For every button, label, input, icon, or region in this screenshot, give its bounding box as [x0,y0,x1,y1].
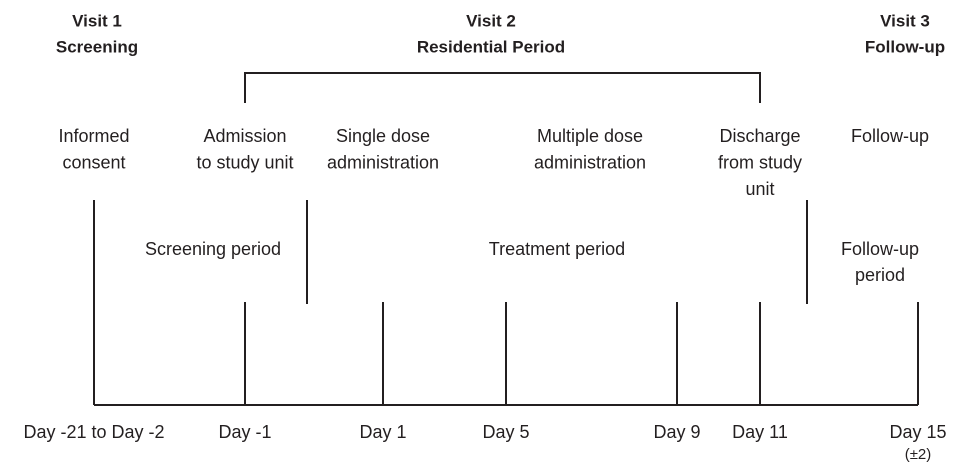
period-label: Screening period [145,239,281,259]
event-label: Single dose [336,126,430,146]
day-label: Day 5 [482,422,529,442]
event-label: Informed [58,126,129,146]
event-label: administration [534,152,646,172]
visit-title: Visit 1 [72,11,122,30]
event-label: from study [718,152,802,172]
visit-title: Visit 2 [466,11,516,30]
visit-subtitle: Residential Period [417,37,565,56]
event-label: Discharge [719,126,800,146]
event-label: unit [745,179,774,199]
period-label: Follow-up [841,239,919,259]
day-label: Day -1 [218,422,271,442]
event-label: administration [327,152,439,172]
day-label: Day 9 [653,422,700,442]
event-label: Admission [203,126,286,146]
event-label: consent [62,152,125,172]
event-label: to study unit [196,152,293,172]
period-label: Treatment period [489,239,625,259]
day-label: (±2) [905,446,932,463]
event-label: Multiple dose [537,126,643,146]
day-label: Day 15 [889,422,946,442]
visit-subtitle: Screening [56,37,138,56]
event-label: Follow-up [851,126,929,146]
residential-bracket [244,72,761,103]
day-label: Day 11 [732,422,788,442]
day-label: Day 1 [359,422,406,442]
visit-subtitle: Follow-up [865,37,945,56]
day-label: Day -21 to Day -2 [23,422,164,442]
visit-title: Visit 3 [880,11,930,30]
period-label: period [855,265,905,285]
